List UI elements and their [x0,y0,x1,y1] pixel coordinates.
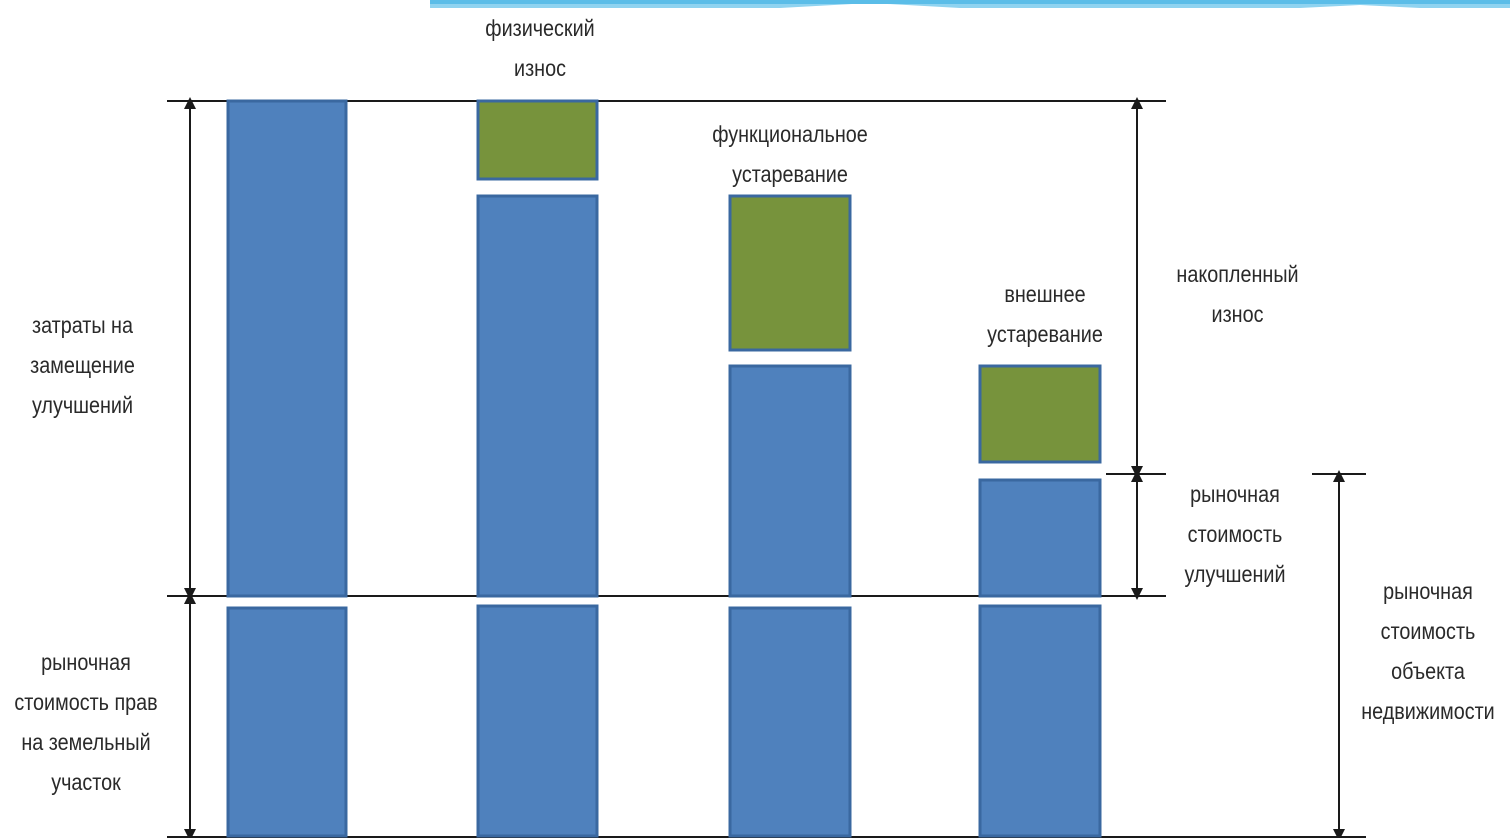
property-value-line-3: объекта [1391,658,1465,684]
functional-obsolescence-label: функциональное устаревание [687,114,893,194]
replacement-cost-line-2: замещение [30,352,135,378]
external-obsolescence-label: внешнее устаревание [959,274,1131,354]
functional-obsolescence-line-1: функциональное [712,121,868,147]
replacement-cost-label: затраты на замещение улучшений [12,305,154,425]
improvements-value-label: рыночная стоимость улучшений [1166,474,1304,594]
property-value-line-2: стоимость [1380,618,1476,644]
accumulated-wear-line-2: износ [1211,301,1264,327]
functional-obsolescence-line-2: устаревание [732,161,848,187]
column3-land-bar [728,606,852,838]
replacement-cost-line-3: улучшений [31,392,134,418]
land-value-line-4: участок [51,769,121,795]
column4-land-bar [978,604,1102,838]
top-decoration-band [430,0,1510,8]
property-value-label: рыночная стоимость объекта недвижимости [1357,571,1498,731]
physical-wear-label: физический износ [454,8,626,88]
physical-wear-line-1: физический [485,15,595,41]
column2-land-bar [476,604,599,838]
column2-physical-wear-block [476,99,599,181]
property-value-line-1: рыночная [1383,578,1473,604]
property-value-line-4: недвижимости [1361,698,1495,724]
external-obsolescence-line-2: устаревание [987,321,1103,347]
external-obsolescence-line-1: внешнее [1004,281,1086,307]
physical-wear-line-2: износ [514,55,566,81]
accumulated-wear-line-1: накопленный [1176,261,1299,287]
column2-improvements-bar [476,194,599,598]
land-value-line-1: рыночная [41,649,131,675]
replacement-cost-line-1: затраты на [32,312,133,338]
column3-functional-block [728,194,852,352]
improvements-value-line-2: стоимость [1187,521,1283,547]
column4-external-block [978,364,1102,464]
land-value-line-2: стоимость прав [14,689,158,715]
land-value-line-3: на земельный [21,729,151,755]
column3-improvements-bar [728,364,852,598]
improvements-value-line-1: рыночная [1190,481,1280,507]
accumulated-wear-label: накопленный износ [1162,254,1313,334]
column1-land-bar [226,606,348,838]
column1-improvements-bar [226,99,348,598]
improvements-value-line-3: улучшений [1184,561,1286,587]
land-value-label: рыночная стоимость прав на земельный уча… [12,642,160,802]
column4-improvements-bar [978,478,1102,598]
